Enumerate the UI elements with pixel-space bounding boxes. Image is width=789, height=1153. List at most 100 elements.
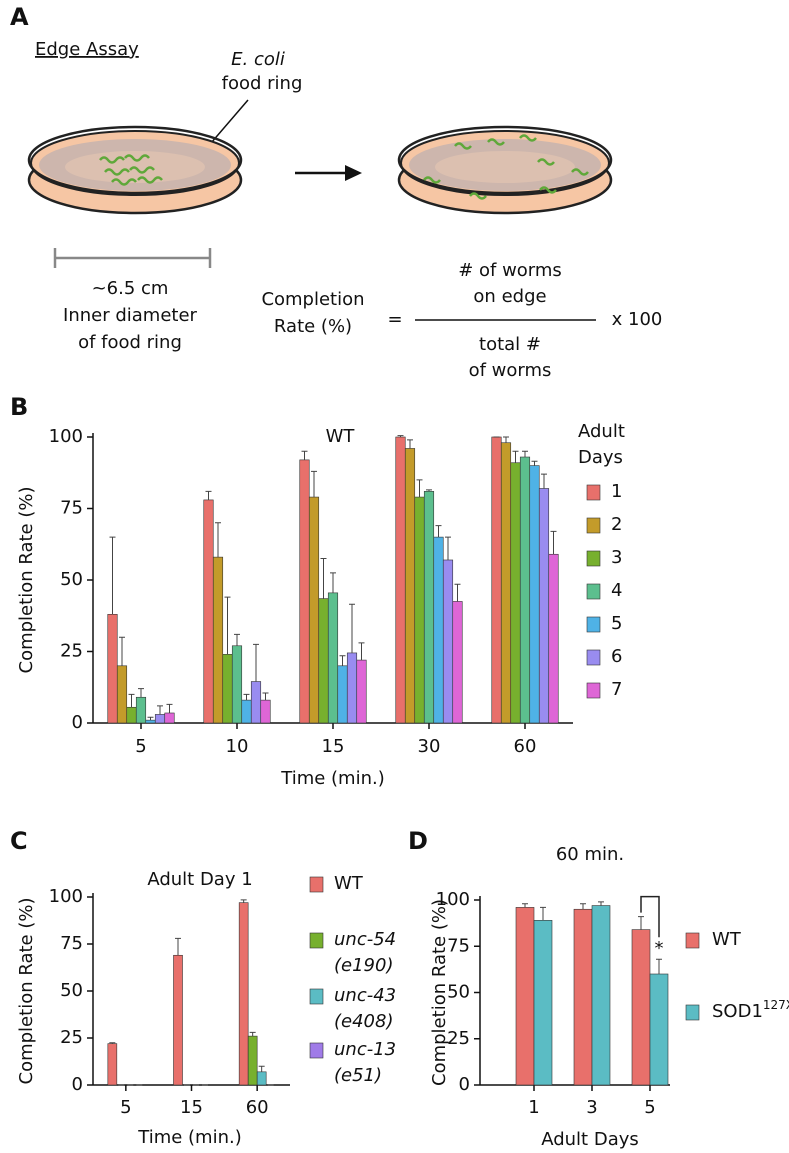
bar xyxy=(135,696,147,724)
error-bar xyxy=(320,558,327,599)
bar xyxy=(515,907,535,1086)
bar xyxy=(164,712,175,724)
error-bar xyxy=(138,688,144,698)
bar xyxy=(318,598,329,724)
bar xyxy=(212,556,224,724)
error-bar xyxy=(166,703,173,713)
legend-label: unc-54 (e190) xyxy=(334,929,402,976)
y-tick-label: 50 xyxy=(60,569,83,590)
bar xyxy=(241,699,252,724)
chart-title: 60 min. xyxy=(556,844,624,865)
error-bar xyxy=(540,906,546,921)
formula-lhs: Completion xyxy=(261,289,364,310)
error-bar xyxy=(454,583,461,602)
bar xyxy=(649,973,669,1086)
panel-label: B xyxy=(10,393,28,421)
error-bar xyxy=(638,916,644,930)
error-bar xyxy=(301,450,308,460)
formula-denominator: total # xyxy=(479,334,541,355)
y-axis-label: Completion Rate (%) xyxy=(16,487,37,674)
x-tick-label: 3 xyxy=(586,1097,597,1118)
bar xyxy=(299,459,310,724)
legend-label: 7 xyxy=(611,679,622,700)
y-tick-label: 50 xyxy=(60,980,83,1001)
legend-label: SOD1127X xyxy=(712,998,789,1023)
bar xyxy=(548,553,559,724)
y-tick-label: 100 xyxy=(49,426,83,447)
bar xyxy=(356,659,367,724)
panel-label: A xyxy=(10,3,29,31)
panel-label: C xyxy=(10,827,28,855)
x-axis-label: Time (min.) xyxy=(280,768,384,789)
bar xyxy=(154,714,166,724)
x-tick-label: 5 xyxy=(120,1097,131,1118)
legend-swatch xyxy=(586,517,601,534)
significance-bracket xyxy=(640,895,660,938)
bar xyxy=(395,436,406,724)
error-bar xyxy=(503,436,509,443)
bar xyxy=(500,442,512,724)
bar xyxy=(256,1071,267,1086)
error-bar xyxy=(215,522,221,558)
worms xyxy=(99,154,163,186)
error-bar xyxy=(249,1031,256,1037)
y-axis-label: Completion Rate (%) xyxy=(16,898,37,1085)
annotation: * xyxy=(655,938,664,959)
formula-lhs: Rate (%) xyxy=(274,316,352,337)
formula-multiplier: x 100 xyxy=(612,309,663,330)
legend-swatch xyxy=(685,1004,700,1021)
bar xyxy=(529,465,540,724)
legend-swatch xyxy=(309,1042,324,1059)
x-tick-label: 5 xyxy=(644,1097,655,1118)
error-bar xyxy=(407,439,413,449)
bar xyxy=(591,905,611,1086)
y-tick-label: 100 xyxy=(49,886,83,907)
y-tick-label: 0 xyxy=(72,1074,83,1095)
x-axis-label: Adult Days xyxy=(541,1129,639,1150)
bar xyxy=(519,456,531,724)
legend-swatch xyxy=(685,932,700,949)
error-bar xyxy=(656,958,662,974)
error-bar xyxy=(330,572,336,593)
legend-swatch xyxy=(309,988,324,1005)
error-bar xyxy=(205,490,212,500)
legend-swatch xyxy=(586,616,601,633)
y-tick-label: 0 xyxy=(72,712,83,733)
legend-swatch xyxy=(309,876,324,893)
legend-title: Adult Days xyxy=(578,421,631,468)
error-bar xyxy=(339,655,346,666)
legend-swatch xyxy=(586,682,601,699)
y-tick-label: 25 xyxy=(60,641,83,662)
error-bar xyxy=(397,435,404,437)
error-bar xyxy=(435,525,442,538)
bar xyxy=(337,665,348,724)
arrow-head xyxy=(345,165,362,181)
bar xyxy=(631,929,651,1086)
petri-dish xyxy=(397,125,613,215)
y-tick-label: 100 xyxy=(436,889,470,910)
chart-title: Adult Day 1 xyxy=(147,869,252,890)
pointer-label: food ring xyxy=(222,73,303,94)
error-bar xyxy=(157,705,163,715)
legend-label: 6 xyxy=(611,646,622,667)
error-bar xyxy=(550,530,557,555)
bar xyxy=(327,592,339,724)
legend-swatch xyxy=(586,649,601,666)
bar xyxy=(126,706,137,724)
legend-label: 3 xyxy=(611,547,622,568)
x-tick-label: 15 xyxy=(322,736,345,757)
error-bar xyxy=(531,460,538,466)
bar xyxy=(538,488,550,724)
bar xyxy=(452,601,463,724)
pointer-label: E. coli xyxy=(231,49,285,70)
worms xyxy=(423,134,589,200)
scale-label: ~6.5 cm xyxy=(92,278,169,299)
diagram-title: Edge Assay xyxy=(35,39,139,60)
bar xyxy=(491,436,502,724)
error-bar xyxy=(426,489,432,492)
bar xyxy=(107,614,118,724)
bar xyxy=(442,559,454,724)
error-bar xyxy=(416,479,423,498)
bar xyxy=(308,496,320,724)
